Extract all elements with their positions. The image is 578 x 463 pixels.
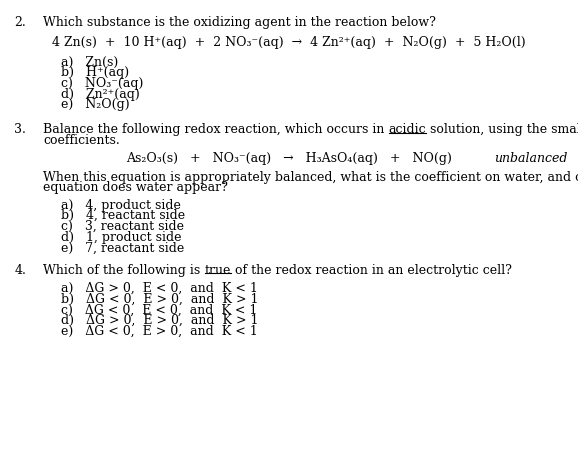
Text: 4 Zn(s)  +  10 H⁺(aq)  +  2 NO₃⁻(aq)  →  4 Zn²⁺(aq)  +  N₂O(g)  +  5 H₂O(l): 4 Zn(s) + 10 H⁺(aq) + 2 NO₃⁻(aq) → 4 Zn²… <box>52 36 526 49</box>
Text: 3.: 3. <box>14 123 27 136</box>
Text: d)   ΔG > 0,  E > 0,  and  K > 1: d) ΔG > 0, E > 0, and K > 1 <box>61 313 258 326</box>
Text: Balance the following redox reaction, which occurs in: Balance the following redox reaction, wh… <box>43 123 389 136</box>
Text: of the redox reaction in an electrolytic cell?: of the redox reaction in an electrolytic… <box>231 263 512 276</box>
Text: d)   1, product side: d) 1, product side <box>61 230 181 243</box>
Text: e)   ΔG < 0,  E > 0,  and  K < 1: e) ΔG < 0, E > 0, and K < 1 <box>61 324 257 337</box>
Text: Which of the following is: Which of the following is <box>43 263 205 276</box>
Text: c)   NO₃⁻(aq): c) NO₃⁻(aq) <box>61 77 143 90</box>
Text: c)   ΔG < 0,  E < 0,  and  K < 1: c) ΔG < 0, E < 0, and K < 1 <box>61 303 257 316</box>
Text: c)   3, reactant side: c) 3, reactant side <box>61 219 184 232</box>
Text: When this equation is appropriately balanced, what is the coefficient on water, : When this equation is appropriately bala… <box>43 170 578 183</box>
Text: 4.: 4. <box>14 263 27 276</box>
Text: acidic: acidic <box>389 123 427 136</box>
Text: 2.: 2. <box>14 16 26 29</box>
Text: b)   H⁺(aq): b) H⁺(aq) <box>61 66 129 79</box>
Text: a)   ΔG > 0,  E < 0,  and  K < 1: a) ΔG > 0, E < 0, and K < 1 <box>61 282 258 294</box>
Text: coefficients.: coefficients. <box>43 133 120 146</box>
Text: solution, using the smallest whole-number: solution, using the smallest whole-numbe… <box>427 123 578 136</box>
Text: a)   4, product side: a) 4, product side <box>61 198 180 211</box>
Text: As₂O₃(s)   +   NO₃⁻(aq)   →   H₃AsO₄(aq)   +   NO(g): As₂O₃(s) + NO₃⁻(aq) → H₃AsO₄(aq) + NO(g) <box>126 152 452 165</box>
Text: b)   ΔG < 0,  E > 0,  and  K > 1: b) ΔG < 0, E > 0, and K > 1 <box>61 292 258 305</box>
Text: e)   N₂O(g): e) N₂O(g) <box>61 98 129 111</box>
Text: equation does water appear?: equation does water appear? <box>43 181 228 194</box>
Text: b)   4, reactant side: b) 4, reactant side <box>61 209 185 222</box>
Text: d)   Zn²⁺(aq): d) Zn²⁺(aq) <box>61 88 139 100</box>
Text: true: true <box>205 263 231 276</box>
Text: Which substance is the oxidizing agent in the reaction below?: Which substance is the oxidizing agent i… <box>43 16 436 29</box>
Text: e)   7, reactant side: e) 7, reactant side <box>61 241 184 254</box>
Text: a)   Zn(s): a) Zn(s) <box>61 56 118 69</box>
Text: unbalanced: unbalanced <box>494 152 568 165</box>
